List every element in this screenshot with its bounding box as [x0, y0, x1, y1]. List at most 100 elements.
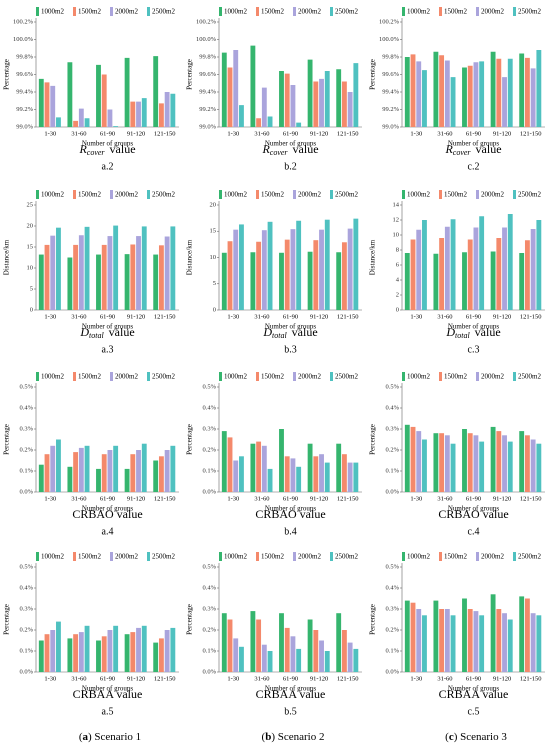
scenario-letter: c: [449, 731, 454, 743]
bar: [78, 632, 84, 672]
x-axis-title: Number of groups: [265, 323, 317, 331]
x-tick-label: 121-150: [337, 675, 359, 682]
legend-swatch: [402, 372, 405, 381]
legend-swatch: [476, 552, 479, 561]
bar: [233, 638, 239, 672]
bar: [444, 435, 450, 492]
legend-label: 1500m2: [78, 373, 101, 381]
bar: [153, 56, 159, 127]
legend-swatch: [219, 190, 222, 199]
legend-swatch: [110, 372, 113, 381]
y-tick-label: 99.8%: [16, 53, 33, 60]
bar: [261, 87, 267, 127]
bar: [450, 219, 456, 310]
y-tick-label: 0.5%: [202, 383, 216, 390]
legend-swatch: [439, 372, 442, 381]
bar: [341, 242, 347, 310]
y-axis-title: Percentage: [369, 424, 377, 455]
x-tick-label: 91-120: [493, 130, 511, 137]
x-tick-label: 121-150: [337, 495, 359, 502]
bar: [473, 227, 479, 310]
x-tick-label: 31-60: [71, 495, 86, 502]
y-tick-label: 0.0%: [202, 668, 216, 675]
bar: [519, 596, 525, 672]
bar: [284, 73, 290, 127]
bar: [336, 69, 342, 127]
bar: [313, 240, 319, 310]
legend-swatch: [110, 7, 113, 16]
y-tick-label: 99.0%: [382, 123, 399, 130]
legend-label: 1500m2: [78, 8, 101, 16]
bar: [136, 450, 141, 492]
legend-swatch: [476, 190, 479, 199]
bar: [84, 226, 90, 310]
x-axis-title: Number of groups: [265, 140, 317, 148]
bar: [296, 648, 302, 672]
y-tick-label: 99.8%: [382, 53, 399, 60]
legend-label: 1000m2: [407, 553, 430, 561]
legend-swatch: [513, 190, 516, 199]
bar: [261, 644, 267, 672]
bar: [73, 244, 79, 310]
scenario-text: ) Scenario 2: [271, 731, 324, 743]
bar: [233, 229, 239, 310]
x-tick-label: 31-60: [437, 313, 452, 320]
caption-suffix: value: [293, 142, 319, 156]
bar: [530, 613, 536, 672]
bar: [319, 640, 324, 672]
bar: [261, 445, 267, 492]
legend-label: 2500m2: [152, 8, 175, 16]
caption-main: CRBAO value: [72, 507, 142, 521]
y-tick-label: 10: [210, 254, 217, 261]
bar: [353, 648, 359, 672]
bar: [502, 77, 507, 127]
x-tick-label: 1-30: [227, 313, 239, 320]
y-tick-label: 0.4%: [202, 404, 216, 411]
legend-swatch: [219, 372, 222, 381]
y-tick-label: 0.3%: [202, 605, 216, 612]
x-tick-label: 121-150: [154, 495, 176, 502]
x-tick-label: 31-60: [71, 675, 86, 682]
y-tick-label: 0: [396, 306, 399, 313]
y-tick-label: 0.1%: [19, 647, 33, 654]
y-tick-label: 99.6%: [199, 71, 216, 78]
caption-sub: total: [272, 331, 287, 340]
x-tick-label: 61-90: [100, 130, 115, 137]
x-tick-label: 31-60: [254, 495, 269, 502]
caption-main: D: [79, 325, 89, 339]
x-tick-label: 31-60: [254, 675, 269, 682]
bar: [404, 253, 410, 310]
bar: [422, 220, 427, 310]
bar: [130, 244, 136, 310]
bar: [410, 54, 416, 127]
y-tick-label: 100.2%: [13, 18, 34, 25]
bar: [507, 619, 513, 672]
bar: [84, 625, 90, 672]
bar: [536, 50, 542, 127]
legend-swatch: [73, 552, 76, 561]
y-tick-label: 0.0%: [19, 488, 33, 495]
bar: [336, 613, 342, 672]
bar: [467, 609, 473, 672]
y-tick-label: 0.2%: [385, 626, 399, 633]
y-tick-label: 20: [27, 222, 34, 229]
legend-swatch: [439, 190, 442, 199]
sublabel: a.4: [102, 526, 114, 537]
y-tick-label: 0.2%: [19, 446, 33, 453]
legend-label: 1000m2: [41, 373, 64, 381]
bar: [164, 236, 170, 310]
x-tick-label: 1-30: [227, 130, 239, 137]
y-axis-title: Percentage: [3, 424, 11, 455]
sublabel: b.5: [284, 706, 297, 717]
bar: [141, 226, 147, 310]
x-tick-label: 91-120: [310, 495, 328, 502]
bar: [73, 120, 79, 127]
legend-label: 1500m2: [261, 553, 284, 561]
legend-label: 2000m2: [481, 373, 504, 381]
bar: [433, 253, 439, 310]
y-tick-label: 20: [210, 201, 217, 208]
y-tick-label: 99.4%: [382, 88, 399, 95]
caption-suffix: value: [292, 325, 318, 339]
y-tick-label: 0.1%: [202, 467, 216, 474]
legend-swatch: [330, 7, 333, 16]
